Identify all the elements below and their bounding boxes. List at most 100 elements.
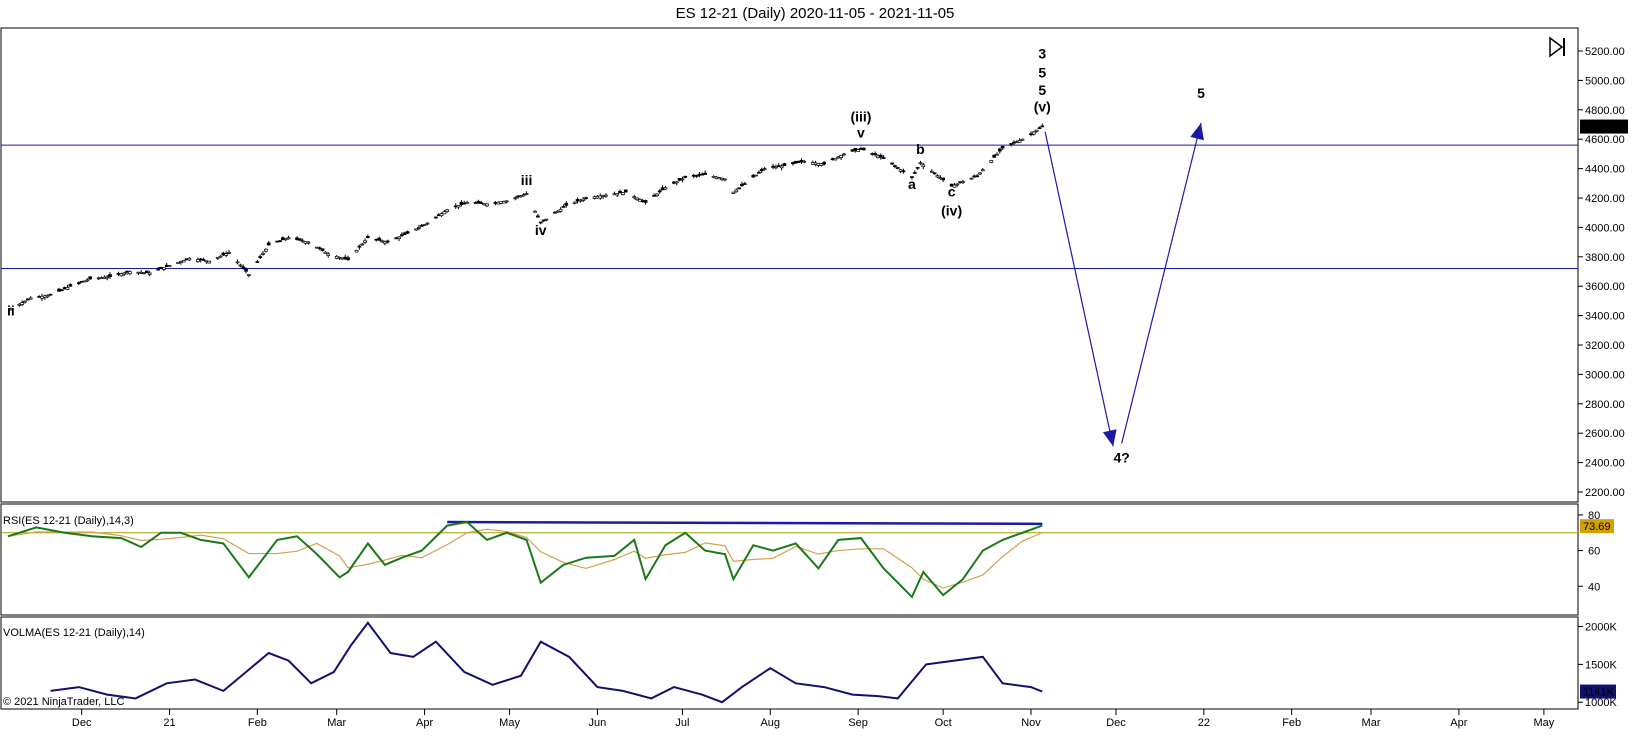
price-tick-label: 3000.00	[1585, 369, 1625, 381]
candle-body	[878, 154, 883, 158]
x-tick-label: Mar	[1362, 717, 1381, 729]
candle-body	[346, 257, 350, 261]
candle-body	[635, 197, 639, 201]
candle-body	[997, 148, 1002, 152]
x-tick-label: Sep	[848, 717, 868, 729]
wave-label: (v)	[1034, 98, 1051, 114]
candle-body	[1009, 143, 1013, 145]
candle-body	[533, 210, 537, 213]
wave-label: ii	[7, 303, 15, 319]
volma-axis: 2000K 1500K 1000K	[1578, 622, 1617, 709]
candle-body	[623, 189, 628, 193]
candle-body	[445, 209, 450, 212]
candle-body	[422, 224, 427, 226]
rsi-tick-label: 40	[1588, 581, 1600, 593]
candle-body	[731, 191, 736, 194]
x-tick-label: 22	[1198, 717, 1210, 729]
candle-body	[419, 225, 424, 227]
candle-body	[856, 149, 860, 152]
horizontal-lines	[1, 144, 1578, 270]
candle-body	[439, 213, 444, 217]
candle-body	[181, 260, 186, 263]
candle-body	[88, 276, 93, 280]
price-axis: 5200.00 5000.00 4800.00 4600.00 4400.00 4200.…	[1578, 46, 1625, 499]
candle-body	[119, 273, 124, 277]
last-price-marker: 4686.00	[1580, 119, 1628, 134]
candle-body	[255, 261, 260, 263]
candle-body	[23, 300, 27, 303]
rsi-last-label: 73.69	[1583, 521, 1611, 533]
price-tick-label: 4000.00	[1585, 222, 1625, 234]
candle-body	[734, 189, 739, 193]
candle-body	[978, 172, 982, 175]
x-tick-label: Apr	[1450, 717, 1467, 729]
candle-body	[779, 165, 784, 169]
candle-body	[320, 248, 325, 251]
candle-body	[402, 232, 407, 235]
volma-line	[50, 621, 1043, 704]
candle-body	[400, 234, 404, 237]
candle-body	[881, 157, 886, 159]
play-to-end-icon[interactable]	[1545, 36, 1567, 58]
rsi-trendline[interactable]	[447, 520, 1043, 526]
volma-label: VOLMA(ES 12-21 (Daily),14)	[3, 627, 145, 639]
candle-body	[655, 193, 659, 196]
candle-body	[76, 282, 81, 284]
candle-body	[581, 198, 586, 201]
candle-body	[912, 172, 917, 174]
last-price-label: 4686.00	[1583, 122, 1623, 134]
x-tick-label: Feb	[248, 717, 267, 729]
candle-body	[187, 257, 192, 261]
candle-body	[694, 175, 699, 177]
candle-body	[1031, 131, 1036, 135]
wave-label: (iii)	[850, 109, 871, 125]
candle-body	[553, 211, 557, 214]
price-tick-label: 2800.00	[1585, 399, 1625, 411]
candle-body	[244, 268, 248, 272]
rsi-line	[7, 520, 1043, 599]
candle-body	[584, 197, 588, 199]
candle-body	[842, 153, 846, 156]
candle-body	[782, 163, 787, 167]
candle-body	[434, 216, 438, 219]
candle-body	[674, 181, 679, 184]
candle-body	[663, 187, 668, 190]
candle-body	[819, 163, 824, 166]
rsi-tick-label: 80	[1588, 510, 1600, 522]
rsi-panel-frame	[0, 503, 1579, 616]
candle-body	[145, 270, 149, 274]
candle-body	[910, 176, 914, 178]
volma-last-label: 1141K	[1583, 687, 1615, 699]
projection-arrow-line	[1121, 122, 1202, 444]
candle-body	[572, 201, 577, 204]
candle-body	[989, 160, 994, 163]
projection-arrows	[1044, 122, 1204, 447]
candle-body	[425, 222, 430, 225]
candle-body	[224, 253, 229, 256]
candle-body	[162, 267, 166, 270]
candle-body	[357, 245, 362, 248]
candle-body	[65, 287, 70, 290]
x-tick-label: Aug	[760, 717, 780, 729]
rsi-axis: 80 60 40	[1578, 510, 1600, 593]
candle-body	[935, 175, 940, 178]
candle-body	[207, 260, 212, 264]
candle-body	[323, 251, 328, 254]
candle-body	[929, 170, 934, 173]
x-tick-label: Jun	[589, 717, 607, 729]
candle-body	[740, 183, 744, 187]
candle-body	[8, 308, 13, 311]
price-tick-label: 3800.00	[1585, 252, 1625, 264]
candle-body	[762, 168, 767, 170]
candle-body	[286, 237, 291, 240]
candle-body	[833, 157, 838, 161]
price-tick-label: 4400.00	[1585, 164, 1625, 176]
wave-label: iv	[535, 222, 547, 238]
wave-label: 5	[1197, 85, 1205, 101]
candle-body	[266, 242, 271, 246]
candle-body	[774, 166, 778, 169]
rsi-label: RSI(ES 12-21 (Daily),14,3)	[3, 515, 134, 527]
candle-body	[1034, 129, 1039, 132]
